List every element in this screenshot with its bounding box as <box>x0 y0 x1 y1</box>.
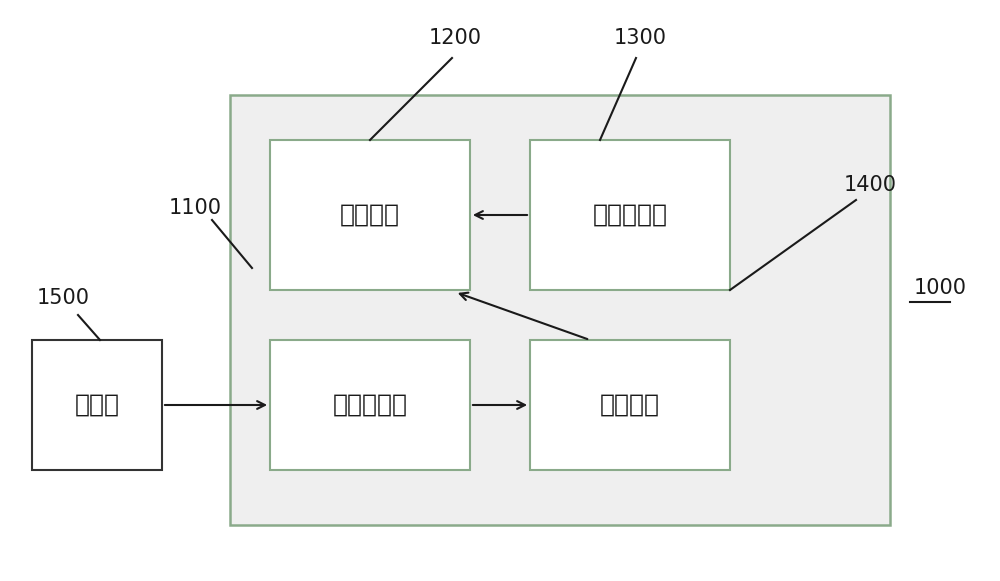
Text: 1200: 1200 <box>428 28 482 48</box>
Bar <box>270 140 470 290</box>
Text: 注射模块: 注射模块 <box>600 393 660 417</box>
Bar <box>530 340 730 470</box>
Text: 试剂包: 试剂包 <box>74 393 120 417</box>
Bar <box>230 95 890 525</box>
Text: 1100: 1100 <box>168 198 222 218</box>
Text: 1500: 1500 <box>36 288 90 308</box>
Bar <box>530 140 730 290</box>
Text: 多路阀模块: 多路阀模块 <box>332 393 408 417</box>
Text: 轮盘模块: 轮盘模块 <box>340 203 400 227</box>
Text: 上样针模块: 上样针模块 <box>592 203 668 227</box>
Bar <box>270 340 470 470</box>
Text: 1300: 1300 <box>614 28 666 48</box>
Text: 1400: 1400 <box>844 175 896 195</box>
Bar <box>32 340 162 470</box>
Text: 1000: 1000 <box>914 278 966 298</box>
